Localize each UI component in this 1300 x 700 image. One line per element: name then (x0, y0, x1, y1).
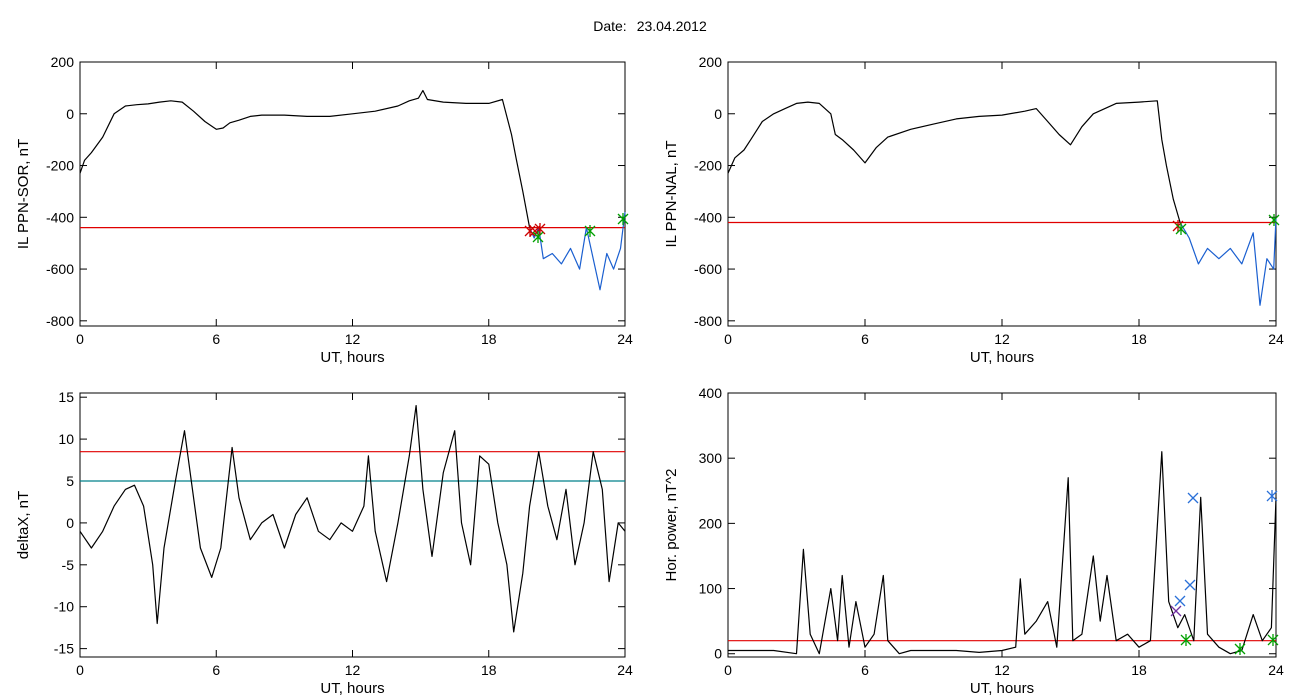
plot-frame (79, 392, 626, 658)
event-marker (1180, 634, 1192, 646)
event-marker (1174, 595, 1186, 607)
plot-frame (727, 392, 1277, 658)
y-axis-label: IL PPN-NAL, nT (663, 141, 680, 248)
event-marker (1267, 634, 1279, 646)
x-axis-label: UT, hours (320, 349, 384, 366)
series-line (79, 405, 626, 633)
y-tick-label: 10 (58, 431, 74, 447)
x-tick-label: 18 (481, 331, 497, 347)
x-tick-label: 12 (994, 662, 1010, 678)
series-line (79, 89, 531, 228)
x-tick-label: 12 (994, 331, 1010, 347)
x-tick-label: 6 (861, 662, 869, 678)
page-title: Date: 23.04.2012 (0, 18, 1300, 34)
y-tick-label: 300 (699, 450, 723, 466)
y-axis-label: IL PPN-SOR, nT (15, 139, 32, 249)
x-tick-label: 0 (724, 662, 732, 678)
x-tick-label: 6 (212, 331, 220, 347)
x-tick-label: 18 (1131, 662, 1147, 678)
x-axis-label: UT, hours (320, 680, 384, 697)
x-tick-label: 12 (345, 662, 361, 678)
x-tick-label: 18 (1131, 331, 1147, 347)
x-tick-label: 24 (617, 662, 633, 678)
plot-frame (727, 61, 1277, 327)
series-line (728, 451, 1277, 655)
x-axis-label: UT, hours (970, 680, 1034, 697)
y-tick-label: 200 (51, 54, 75, 70)
y-tick-label: 5 (66, 473, 74, 489)
y-tick-label: -200 (694, 158, 722, 174)
event-marker (524, 225, 536, 237)
event-marker (1170, 605, 1182, 617)
y-tick-label: 0 (714, 106, 722, 122)
x-tick-label: 12 (345, 331, 361, 347)
x-tick-label: 0 (724, 331, 732, 347)
x-tick-label: 6 (861, 331, 869, 347)
y-tick-label: 200 (699, 515, 723, 531)
y-tick-label: -400 (46, 209, 74, 225)
y-tick-label: -15 (54, 641, 74, 657)
y-tick-label: 0 (66, 106, 74, 122)
series-line (529, 212, 626, 291)
y-tick-label: -400 (694, 209, 722, 225)
event-marker (584, 225, 596, 237)
event-marker (1175, 223, 1187, 235)
x-tick-label: 0 (76, 331, 84, 347)
y-tick-label: -800 (46, 313, 74, 329)
event-marker (1184, 579, 1196, 591)
event-marker (1266, 490, 1278, 502)
date-label: Date: (593, 18, 627, 34)
date-value: 23.04.2012 (636, 18, 707, 34)
x-tick-label: 18 (481, 662, 497, 678)
y-tick-label: -600 (46, 261, 74, 277)
x-tick-label: 0 (76, 662, 84, 678)
x-tick-label: 6 (212, 662, 220, 678)
event-marker (1234, 643, 1246, 655)
y-tick-label: 15 (58, 389, 74, 405)
y-tick-label: 100 (699, 581, 723, 597)
y-tick-label: 200 (699, 54, 723, 70)
event-marker (532, 231, 544, 243)
y-tick-label: -600 (694, 261, 722, 277)
series-line (1179, 217, 1277, 306)
x-tick-label: 24 (1268, 331, 1284, 347)
y-tick-label: -200 (46, 158, 74, 174)
event-marker (1268, 214, 1280, 226)
x-axis-label: UT, hours (970, 349, 1034, 366)
y-tick-label: 400 (699, 385, 723, 401)
y-tick-label: -5 (62, 557, 75, 573)
y-axis-label: deltaX, nT (15, 491, 32, 559)
y-tick-label: 0 (714, 646, 722, 662)
series-line (727, 100, 1181, 223)
y-tick-label: -800 (694, 313, 722, 329)
x-tick-label: 24 (617, 331, 633, 347)
event-marker (1187, 492, 1199, 504)
y-tick-label: -10 (54, 599, 74, 615)
x-tick-label: 24 (1268, 662, 1284, 678)
event-marker (617, 213, 629, 225)
y-axis-label: Hor. power, nT^2 (663, 469, 680, 582)
y-tick-label: 0 (66, 515, 74, 531)
